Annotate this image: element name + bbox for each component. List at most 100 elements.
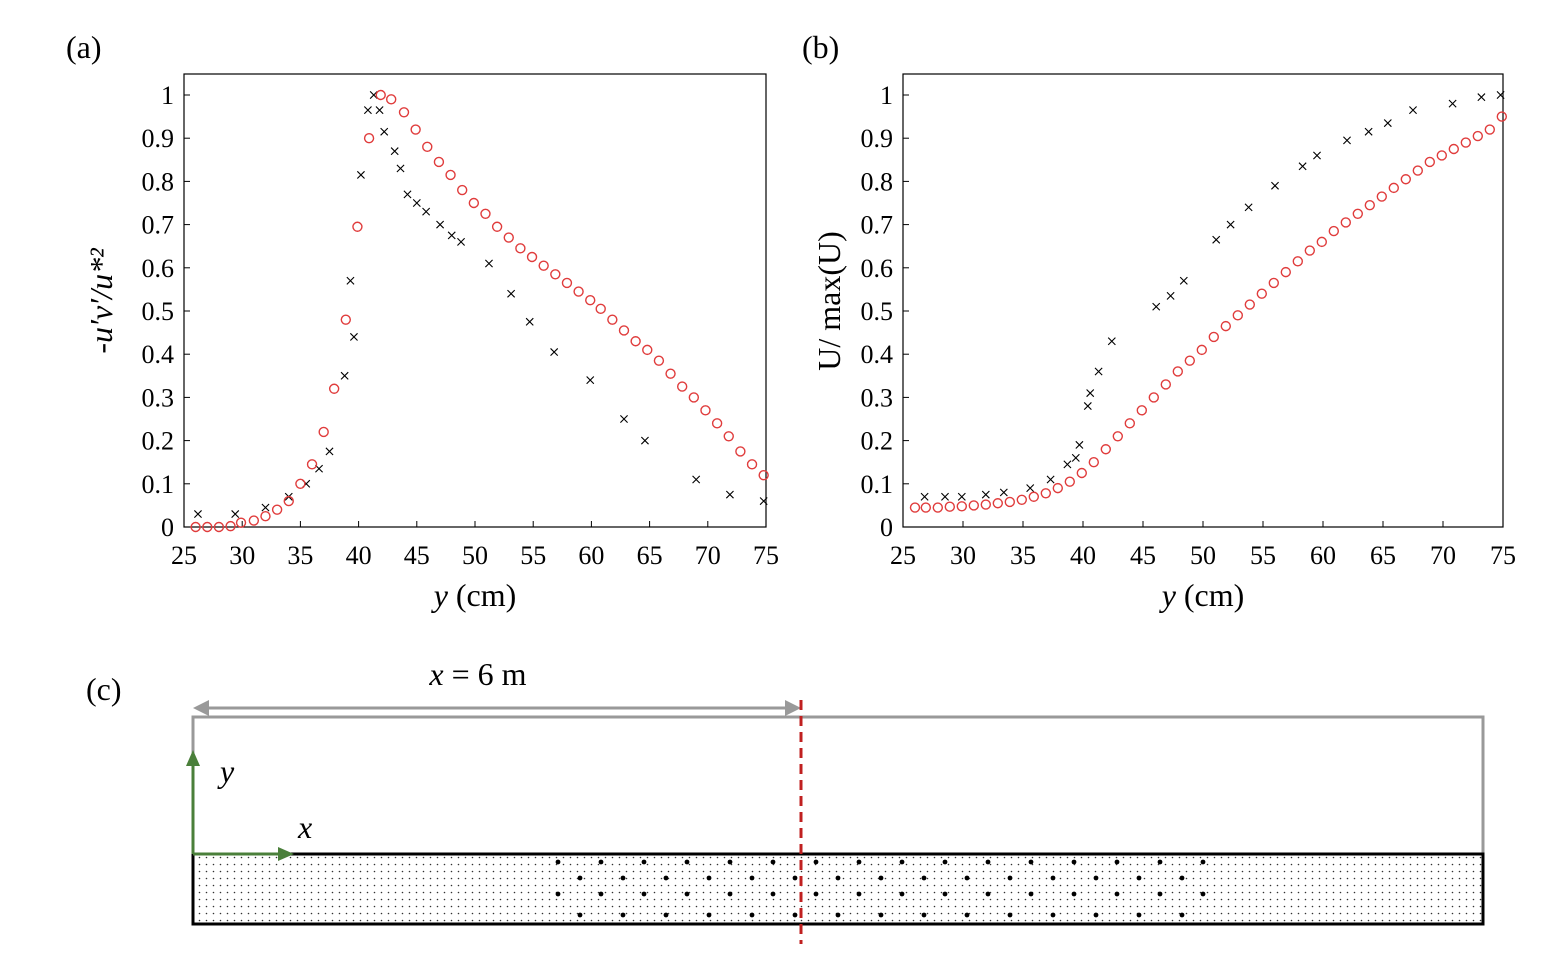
chart-a-cross-point: [725, 490, 734, 499]
chart-b-circle-point: [1388, 182, 1400, 194]
chart-b-marks: [909, 91, 1508, 513]
chart-b-circle-point: [1172, 366, 1184, 377]
vegetation-element: [1136, 912, 1142, 918]
chart-a-circle-point: [595, 303, 606, 315]
chart-a-circle-point: [618, 325, 630, 336]
vegetation-element: [1007, 875, 1013, 881]
chart-a-marks: [190, 89, 769, 533]
chart-b-ticks: 25 30 35 40 45 50 55 60 65 70 75 0 0.1 0.2 0.3 0.4 0.5 0.…: [861, 81, 1517, 570]
distance-label-var: x: [428, 656, 443, 692]
chart-a-circle-point: [538, 260, 549, 271]
chart-b-circle-point: [1280, 266, 1292, 278]
chart-a-cross-point: [412, 199, 421, 207]
chart-a-circle-point: [456, 184, 468, 196]
y-axis-arrow-head-icon: [186, 750, 200, 766]
vegetation-element: [1179, 875, 1185, 881]
chart-a-ytick-label: 0.9: [142, 124, 175, 153]
chart-a-circle-point: [352, 221, 363, 232]
chart-b-ytick-label: 1: [880, 81, 893, 110]
vegetation-element: [749, 912, 755, 918]
chart-b-circle-point: [1484, 124, 1496, 135]
x-axis-arrow-head-icon: [278, 847, 294, 861]
vegetation-element: [856, 891, 862, 897]
vegetation-element: [856, 859, 862, 865]
chart-a-circle-point: [676, 381, 688, 392]
chart-a-xlabel-unit: (cm): [456, 577, 516, 613]
chart-b-circle-point: [1268, 277, 1280, 289]
chart-b-circle-point: [1460, 137, 1472, 148]
chart-a-cross-point: [363, 106, 372, 115]
chart-a-cross-point: [325, 447, 334, 456]
chart-b-xtick-label: 40: [1070, 541, 1096, 570]
chart-a-circle-point: [340, 314, 351, 325]
chart-b-cross-point: [981, 490, 990, 499]
vegetation-element: [964, 875, 970, 881]
chart-b-cross-point: [1026, 484, 1035, 493]
chart-b-circle-point: [1436, 150, 1448, 161]
vegetation-element: [1114, 891, 1120, 897]
chart-b-cross-point: [1179, 276, 1188, 285]
chart-a-cross-point: [457, 237, 466, 246]
chart-b-cross-point: [1212, 235, 1221, 244]
vegetation-element: [577, 875, 583, 881]
vegetation-element: [770, 859, 776, 865]
chart-b-xlabel: y (cm): [1159, 577, 1245, 613]
chart-b-cross-point: [1313, 151, 1321, 160]
chart-a-cross-point: [447, 231, 456, 240]
chart-a-circle-point: [248, 515, 260, 526]
chart-b-circle-point: [1040, 488, 1052, 499]
chart-b-circle-point: [1328, 225, 1340, 237]
vegetation-element: [1093, 875, 1099, 881]
chart-b-ylabel: U/ max(U): [811, 231, 847, 371]
panel-a-label: (a): [66, 29, 102, 65]
chart-b-circle-point: [992, 498, 1003, 509]
vegetation-element: [964, 912, 970, 918]
chart-a-circle-point: [758, 469, 769, 481]
chart-b-cross-point: [1071, 453, 1080, 462]
chart-a-ytick-label: 0.1: [142, 470, 175, 499]
vegetation-element: [1200, 891, 1206, 897]
chart-a-ytick-label: 1: [161, 81, 174, 110]
chart-a-circle-point: [295, 478, 306, 489]
chart-b-circle-point: [1304, 245, 1316, 256]
chart-b-cross-point: [1086, 389, 1095, 398]
vegetation-element: [921, 875, 927, 881]
chart-b-cross-point: [941, 492, 949, 501]
chart-a-circle-point: [700, 405, 711, 416]
chart-a-xtick-label: 65: [637, 541, 663, 570]
chart-b-circle-point: [1472, 130, 1484, 142]
chart-b-circle-point: [956, 501, 967, 512]
chart-a-ticks: 25 30 35 40 45 50 55 60 65 70 75 0 0.1 0.2 0.3 0.4 0.5 0.…: [142, 81, 780, 570]
chart-b-circle-point: [1244, 299, 1256, 310]
chart-b-frame: [902, 73, 1504, 528]
chart-b-cross-point: [1094, 367, 1103, 376]
vegetation-element: [641, 891, 647, 897]
chart-a-cross-point: [396, 164, 405, 173]
chart-a-circle-point: [515, 243, 526, 254]
chart-a-cross-point: [620, 415, 628, 423]
chart-a-circle-point: [433, 156, 445, 168]
chart-b-circle-point: [1376, 191, 1388, 202]
chart-a-cross-point: [380, 127, 389, 136]
vegetation-element: [1071, 891, 1077, 897]
chart-b-circle-point: [932, 502, 943, 513]
distance-label: x = 6 m: [428, 656, 526, 692]
chart-a-cross-point: [484, 259, 493, 268]
chart-a-ytick-label: 0.3: [142, 383, 175, 412]
chart-b-circle-point: [1316, 236, 1328, 248]
chart-a-circle-point: [526, 251, 538, 263]
vegetation-element: [598, 891, 604, 897]
axis-x-label: x: [297, 809, 312, 845]
panel-b-label: (b): [802, 29, 839, 65]
chart-a-xtick-label: 60: [578, 541, 604, 570]
chart-b-circle-point: [1136, 405, 1148, 416]
chart-a-cross-point: [390, 147, 399, 156]
chart-a-circle-point: [480, 208, 491, 220]
chart-a-circle-point: [318, 426, 329, 438]
chart-b-xtick-label: 60: [1310, 541, 1336, 570]
chart-a-circle-point: [190, 521, 201, 533]
chart-a-cross-point: [346, 276, 355, 285]
chart-b-circle-point: [1052, 482, 1064, 494]
vegetation-element: [899, 859, 905, 865]
